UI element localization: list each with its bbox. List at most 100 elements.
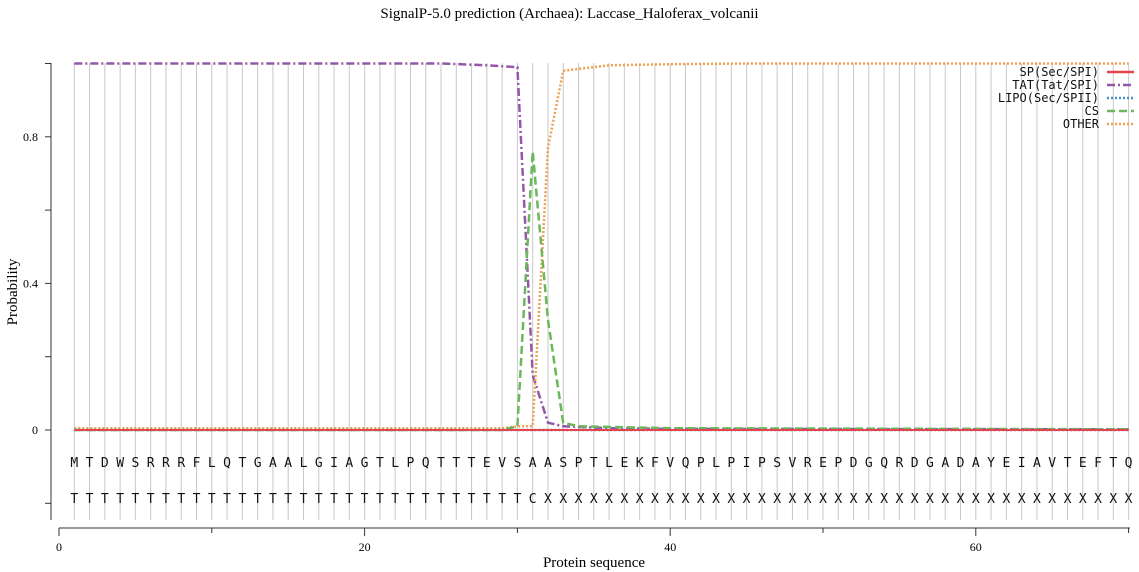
residue-letter: D — [911, 456, 919, 471]
annotation-letter: X — [559, 492, 567, 507]
residue-letter: F — [193, 456, 201, 471]
residue-letter: T — [1064, 456, 1072, 471]
annotation-letter: X — [544, 492, 552, 507]
residue-letter: A — [269, 456, 277, 471]
legend-label: LIPO(Sec/SPII) — [998, 91, 1099, 105]
y-tick-label: 0.8 — [23, 130, 38, 144]
annotation-letter: T — [315, 492, 323, 507]
annotation-letter: X — [575, 492, 583, 507]
residue-letter: L — [208, 456, 216, 471]
residue-letter: T — [86, 456, 94, 471]
series-line-cs — [74, 151, 1129, 432]
annotation-letter: T — [193, 492, 201, 507]
annotation-letter: T — [147, 492, 155, 507]
annotation-letter: X — [1048, 492, 1056, 507]
residue-letter: F — [1094, 456, 1102, 471]
annotation-letter: X — [636, 492, 644, 507]
residue-letter: T — [452, 456, 460, 471]
series-line-other — [74, 62, 1129, 430]
annotation-letter: X — [834, 492, 842, 507]
residue-letter: L — [300, 456, 308, 471]
residue-letter: V — [789, 456, 797, 471]
y-tick-label: 0.4 — [23, 276, 38, 290]
residue-letter: S — [131, 456, 139, 471]
annotation-letter: T — [86, 492, 94, 507]
residue-letter: K — [636, 456, 644, 471]
residue-letter: P — [407, 456, 415, 471]
residue-letter: D — [850, 456, 858, 471]
residue-letter: Y — [987, 456, 995, 471]
x-axis-label: Protein sequence — [543, 555, 645, 571]
annotation-letter: T — [101, 492, 109, 507]
x-tick-label: 60 — [970, 540, 982, 554]
annotation-letter: T — [254, 492, 262, 507]
residue-letter: E — [1079, 456, 1087, 471]
residue-letter: I — [1018, 456, 1026, 471]
residue-letter: R — [147, 456, 155, 471]
residue-letter: Q — [880, 456, 888, 471]
annotation-letter: T — [269, 492, 277, 507]
residue-letter: R — [804, 456, 812, 471]
annotation-letter: T — [284, 492, 292, 507]
annotation-letter: X — [590, 492, 598, 507]
annotation-letter: X — [727, 492, 735, 507]
annotation-letter: X — [1018, 492, 1026, 507]
annotation-letter: X — [972, 492, 980, 507]
residue-letter: A — [529, 456, 537, 471]
annotation-letter: T — [376, 492, 384, 507]
annotation-letter: T — [498, 492, 506, 507]
annotation-letter: X — [880, 492, 888, 507]
annotation-letter: X — [743, 492, 751, 507]
legend-label: OTHER — [1063, 117, 1100, 131]
series-line-tat-tat-spi- — [74, 62, 1129, 431]
residue-letter: P — [834, 456, 842, 471]
annotation-letter: X — [758, 492, 766, 507]
annotation-letter: X — [697, 492, 705, 507]
annotation-letter: T — [468, 492, 476, 507]
annotation-letter: X — [819, 492, 827, 507]
residue-letter: T — [590, 456, 598, 471]
legend-label: CS — [1085, 104, 1099, 118]
residue-letter: T — [437, 456, 445, 471]
annotation-letter: T — [391, 492, 399, 507]
annotation-letter: T — [422, 492, 430, 507]
x-tick-label: 40 — [664, 540, 676, 554]
annotation-letter: X — [651, 492, 659, 507]
residue-letter: A — [941, 456, 949, 471]
residue-letter: E — [483, 456, 491, 471]
residue-letter: R — [162, 456, 170, 471]
residue-letter: G — [254, 456, 262, 471]
annotation-letter: X — [911, 492, 919, 507]
annotation-letter: X — [682, 492, 690, 507]
annotation-letter: X — [895, 492, 903, 507]
residue-letter: L — [391, 456, 399, 471]
annotation-letter: T — [345, 492, 353, 507]
x-tick-label: 20 — [359, 540, 371, 554]
annotation-letter: T — [238, 492, 246, 507]
annotation-letter: T — [162, 492, 170, 507]
annotation-letter: X — [773, 492, 781, 507]
residue-letter: A — [972, 456, 980, 471]
chart-title: SignalP-5.0 prediction (Archaea): Laccas… — [380, 6, 759, 22]
residue-letter: V — [498, 456, 506, 471]
residue-letter: R — [177, 456, 185, 471]
residue-letter: F — [651, 456, 659, 471]
annotation-letter: T — [131, 492, 139, 507]
annotation-letter: X — [865, 492, 873, 507]
residue-letter: G — [926, 456, 934, 471]
legend-label: SP(Sec/SPI) — [1020, 65, 1099, 79]
residue-letter: Q — [422, 456, 430, 471]
annotation-letter: T — [361, 492, 369, 507]
residue-letter: A — [544, 456, 552, 471]
annotation-letter: X — [804, 492, 812, 507]
annotation-letter: X — [1033, 492, 1041, 507]
residue-letter: G — [315, 456, 323, 471]
annotation-letter: X — [789, 492, 797, 507]
residue-letter: D — [101, 456, 109, 471]
residue-letter: V — [1048, 456, 1056, 471]
residue-letter: G — [865, 456, 873, 471]
y-axis-label: Probability — [5, 258, 21, 325]
annotation-letter: X — [1079, 492, 1087, 507]
annotation-letter: T — [223, 492, 231, 507]
